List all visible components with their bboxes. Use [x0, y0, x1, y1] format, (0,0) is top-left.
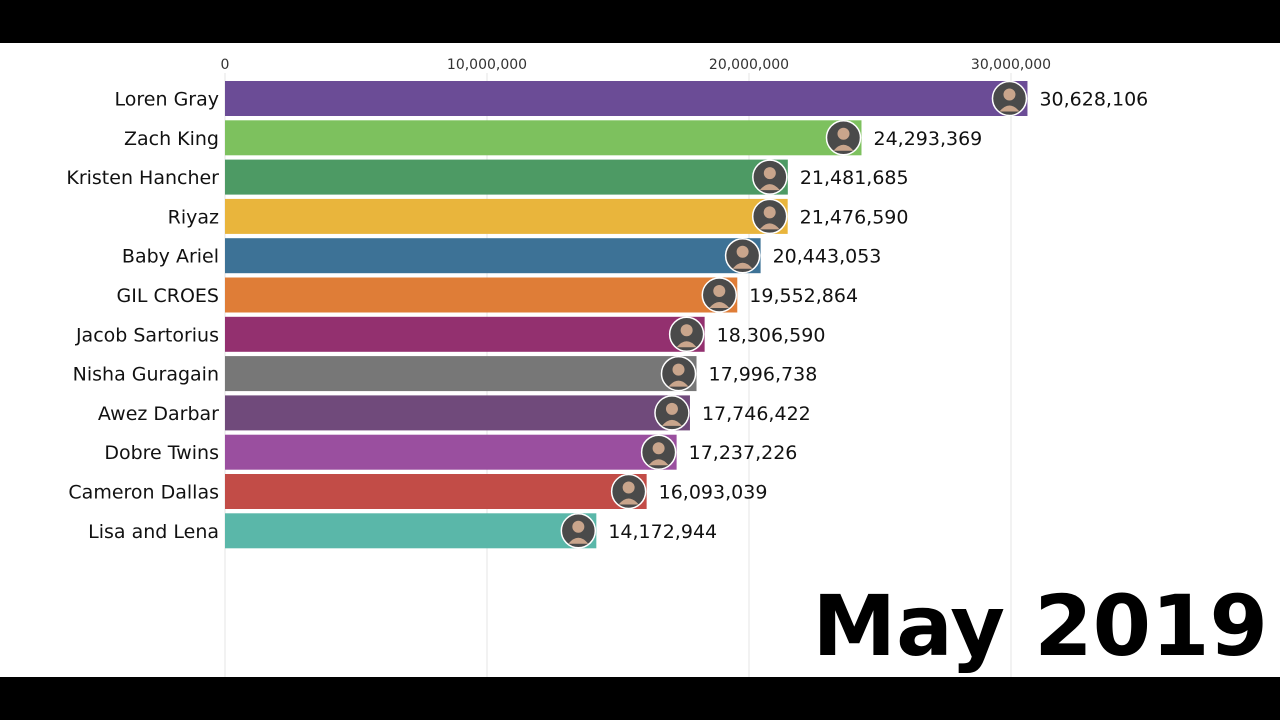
bar-row: GIL CROES 19,552,864 [117, 277, 858, 313]
bar [225, 316, 705, 352]
bar-value-label: 17,996,738 [709, 364, 818, 386]
bar-name-label: Cameron Dallas [68, 482, 219, 504]
bar [225, 238, 761, 274]
avatar-face-icon [652, 442, 665, 455]
x-tick-label: 30,000,000 [971, 57, 1051, 73]
avatar-body-icon [668, 380, 689, 387]
bar-name-label: Baby Ariel [122, 246, 219, 268]
avatar-face-icon [1003, 88, 1016, 101]
bar-value-label: 30,628,106 [1039, 89, 1148, 111]
avatar-body-icon [759, 223, 780, 230]
avatar-body-icon [661, 419, 682, 426]
bar [225, 434, 677, 470]
avatar-face-icon [713, 285, 726, 297]
bar-name-label: Kristen Hancher [66, 167, 219, 189]
avatar-body-icon [999, 105, 1020, 112]
bar-name-label: Dobre Twins [104, 442, 219, 464]
bar [225, 198, 788, 234]
bar-value-label: 21,481,685 [800, 167, 909, 189]
bar-chart-race: 0 10,000,000 20,000,000 30,000,000 Loren Gr… [66, 57, 1268, 677]
bar-row: Dobre Twins 17,237,226 [104, 434, 798, 470]
x-tick-label: 10,000,000 [447, 57, 527, 73]
avatar-body-icon [568, 537, 589, 544]
bar [225, 159, 788, 195]
bar [225, 356, 697, 392]
avatar-face-icon [572, 520, 585, 533]
bar-value-label: 21,476,590 [800, 206, 909, 228]
bar-name-label: Loren Gray [115, 89, 219, 111]
avatar-face-icon [736, 245, 749, 258]
avatar-body-icon [759, 184, 780, 191]
avatar-face-icon [763, 167, 776, 180]
bar-name-label: Jacob Sartorius [75, 324, 219, 346]
avatar-face-icon [763, 206, 776, 219]
avatar-face-icon [672, 363, 685, 376]
bar-row: Cameron Dallas 16,093,039 [68, 473, 768, 510]
avatar-body-icon [833, 144, 854, 151]
chart-frame: 0 10,000,000 20,000,000 30,000,000 Loren Gr… [0, 43, 1280, 677]
bar-name-label: Awez Darbar [98, 403, 219, 425]
x-tick-label: 20,000,000 [709, 57, 789, 73]
x-tick-label: 0 [221, 57, 230, 73]
bar-row: Lisa and Lena 14,172,944 [88, 513, 717, 549]
bar-row: Jacob Sartorius 18,306,590 [75, 316, 826, 353]
bar-value-label: 18,306,590 [717, 324, 826, 346]
bar-value-label: 14,172,944 [608, 521, 717, 543]
avatar-face-icon [680, 324, 693, 337]
bar [225, 474, 647, 509]
bars-layer: Loren Gray 30,628,106 Zach King 24,293,369 K… [66, 80, 1148, 549]
avatar-body-icon [648, 459, 669, 466]
avatar-face-icon [665, 402, 678, 415]
bar-value-label: 19,552,864 [749, 285, 858, 307]
bar [225, 277, 738, 313]
avatar-body-icon [618, 498, 639, 505]
avatar-face-icon [622, 481, 635, 494]
avatar-face-icon [837, 127, 850, 140]
bar-row: Awez Darbar 17,746,422 [98, 395, 811, 431]
bar [225, 81, 1028, 116]
bar [225, 120, 862, 156]
bar-value-label: 20,443,053 [773, 246, 882, 268]
bar-value-label: 17,237,226 [689, 442, 798, 464]
grid-layer: 0 10,000,000 20,000,000 30,000,000 [221, 57, 1051, 677]
period-label: May 2019 [813, 577, 1268, 675]
bar [225, 513, 597, 549]
avatar-body-icon [676, 341, 697, 348]
bar-row: Kristen Hancher 21,481,685 [66, 159, 909, 195]
bar-value-label: 16,093,039 [659, 482, 768, 504]
avatar-body-icon [732, 262, 753, 269]
bar [225, 395, 690, 431]
bar-name-label: Zach King [124, 128, 219, 150]
bar-value-label: 24,293,369 [873, 128, 982, 150]
bar-row: Riyaz 21,476,590 [168, 198, 909, 235]
bar-name-label: Lisa and Lena [88, 521, 219, 543]
bar-row: Nisha Guragain 17,996,738 [73, 355, 818, 392]
bar-name-label: GIL CROES [117, 285, 219, 307]
avatar-body-icon [709, 302, 730, 308]
bar-name-label: Riyaz [168, 206, 219, 228]
bar-row: Baby Ariel 20,443,053 [122, 237, 882, 274]
bar-name-label: Nisha Guragain [73, 364, 219, 386]
bar-row: Loren Gray 30,628,106 [115, 80, 1148, 117]
bar-value-label: 17,746,422 [702, 403, 811, 425]
bar-row: Zach King 24,293,369 [124, 120, 982, 156]
